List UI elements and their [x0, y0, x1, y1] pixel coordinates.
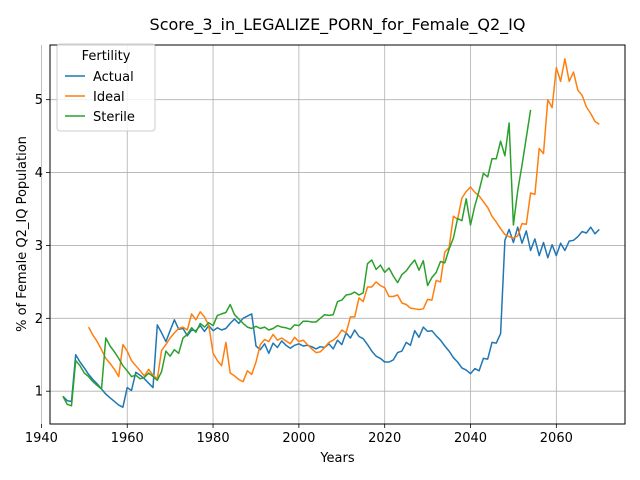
plot-frame: [49, 44, 626, 425]
y-tick-label: 3: [35, 239, 43, 254]
y-tick-label: 5: [35, 93, 43, 108]
x-tick-label: 2020: [368, 431, 401, 446]
legend-title: Fertility: [82, 49, 131, 64]
series-line-actual: [62, 226, 600, 408]
chart-title: Score_3_in_LEGALIZE_PORN_for_Female_Q2_I…: [150, 15, 526, 35]
series-line-ideal: [87, 58, 600, 383]
legend-label-sterile: Sterile: [93, 110, 135, 125]
axis-ticks: 1940 1960 1980 2000 2020 2040 2060 1 2 3 4 5: [25, 93, 573, 446]
y-tick-label: 4: [35, 166, 43, 181]
x-tick-label: 2040: [454, 431, 487, 446]
series-line-sterile: [62, 109, 532, 407]
y-tick-label: 2: [35, 312, 43, 327]
y-axis-label: % of Female Q2_IQ Population: [15, 136, 30, 332]
legend-label-ideal: Ideal: [93, 90, 125, 105]
x-tick-label: 1980: [197, 431, 230, 446]
x-tick-label: 2000: [282, 431, 315, 446]
x-tick-label: 1940: [25, 431, 58, 446]
series-lines: [62, 58, 600, 408]
x-tick-label: 2060: [540, 431, 573, 446]
legend-label-actual: Actual: [93, 70, 134, 85]
grid-lines: [41, 45, 625, 424]
legend-box: [56, 43, 156, 132]
x-axis-label: Years: [319, 451, 355, 466]
legend: Fertility Actual Ideal Sterile: [56, 43, 156, 132]
x-tick-label: 1960: [111, 431, 144, 446]
y-tick-label: 1: [35, 385, 43, 400]
